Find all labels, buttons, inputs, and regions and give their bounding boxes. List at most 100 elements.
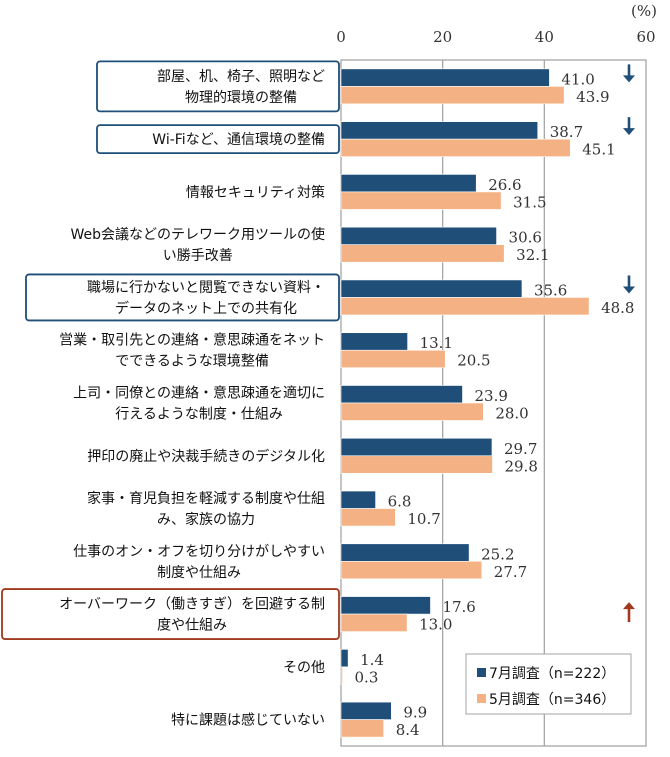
bar-july (340, 332, 408, 351)
value-label-july: 35.6 (534, 281, 567, 299)
bar-may (340, 244, 505, 263)
value-label-may: 20.5 (457, 352, 490, 370)
bar-july (340, 701, 392, 720)
highlight-box (96, 124, 340, 155)
category-label: 部屋、机、椅子、照明など (157, 69, 325, 85)
value-label-may: 31.5 (513, 193, 546, 211)
bar-may (340, 719, 385, 738)
bar-may (340, 138, 571, 157)
bar-may (340, 508, 396, 527)
arrow-head (623, 75, 635, 83)
value-label-july: 1.4 (360, 651, 384, 669)
legend-label: 5月調査（n=346） (489, 692, 615, 708)
value-label-july: 26.6 (488, 176, 521, 194)
value-label-may: 10.7 (407, 510, 440, 528)
arrow-up-icon (623, 602, 635, 623)
value-labels: 41.0 38.7 26.6 30.6 35.6 13.1 23.9 29.7 6.8 25.2 1… (355, 70, 635, 739)
arrow-head (623, 128, 635, 136)
highlight-box (1, 588, 340, 640)
bars (340, 68, 590, 738)
x-tick-label: 20 (433, 28, 452, 46)
bar-may (340, 666, 343, 685)
category-label: Web会議などのテレワーク用ツールの使 (70, 226, 325, 243)
category-label: 押印の廃止や決裁手続きのデジタル化 (87, 448, 325, 465)
bar-july (340, 385, 463, 404)
category-label: 特に課題は感じていない (171, 712, 325, 729)
category-label: 職場に行かないと閲覧できない資料・ (87, 279, 325, 296)
category-label: 行えるような制度・仕組み (115, 407, 283, 423)
category-label: オーバーワーク（働きすぎ）を回避する制 (59, 597, 325, 613)
arrow-down-icon (623, 117, 635, 136)
value-label-july: 23.9 (474, 387, 507, 405)
arrow-head (623, 602, 635, 610)
bar-july (340, 649, 349, 668)
value-label-may: 0.3 (355, 668, 379, 686)
legend-label: 7月調査（n=222） (489, 666, 615, 682)
bar-may (340, 402, 484, 421)
value-label-july: 30.6 (509, 229, 542, 247)
bar-july (340, 174, 477, 193)
bar-may (340, 349, 446, 369)
x-tick-label: 40 (535, 28, 554, 46)
value-label-may: 43.9 (576, 88, 609, 106)
category-label: み、家族の協力 (157, 511, 255, 528)
bar-july (340, 68, 550, 87)
value-label-may: 13.0 (419, 616, 452, 634)
value-label-july: 17.6 (442, 598, 475, 616)
legend-swatch (477, 694, 486, 703)
legend-swatch (477, 668, 486, 677)
value-label-may: 45.1 (582, 141, 615, 159)
value-label-may: 29.8 (504, 457, 537, 475)
value-label-may: 8.4 (396, 721, 420, 739)
bar-may (340, 191, 502, 210)
bar-july (340, 596, 431, 615)
value-label-may: 27.7 (494, 563, 527, 581)
category-label: 仕事のオン・オフを切り分けがしやすい (73, 544, 325, 560)
value-label-may: 48.8 (601, 299, 634, 317)
x-tick-label: 0 (336, 28, 346, 46)
category-label: Wi-Fiなど、通信環境の整備 (152, 132, 325, 148)
category-label: 制度や仕組み (157, 565, 241, 581)
bar-may (340, 86, 565, 105)
category-label: データのネット上での共有化 (115, 300, 297, 317)
category-label: 度や仕組み (157, 618, 227, 634)
bar-may (340, 455, 493, 474)
category-label: でできるような環境整備 (115, 354, 269, 370)
highlight-box (96, 60, 340, 113)
bar-may (340, 297, 590, 316)
value-label-july: 38.7 (550, 123, 583, 141)
value-label-july: 41.0 (561, 70, 594, 88)
arrow-head (623, 286, 635, 294)
highlight-box (25, 273, 340, 322)
value-label-july: 25.2 (481, 545, 514, 563)
category-label: 上司・同僚との連絡・意思疎通を適切に (73, 385, 325, 402)
bar-july (340, 226, 497, 245)
value-label-july: 6.8 (388, 493, 412, 511)
trend-arrows (623, 64, 635, 623)
bar-july (340, 279, 523, 298)
bar-july (340, 543, 470, 562)
value-label-july: 13.1 (420, 334, 453, 352)
bar-may (340, 613, 408, 632)
x-axis-ticks: 0 20 40 60 (336, 28, 655, 46)
arrow-down-icon (623, 275, 635, 294)
bar-july (340, 490, 376, 509)
value-label-may: 32.1 (516, 246, 549, 264)
category-label: 情報セキュリティ対策 (186, 184, 325, 201)
value-label-july: 9.9 (403, 704, 427, 722)
category-label: 物理的環境の整備 (185, 90, 297, 106)
category-label: その他 (283, 660, 325, 676)
bar-may (340, 561, 483, 580)
arrow-down-icon (623, 64, 635, 83)
category-label: 家事・育児負担を軽減する制度や仕組 (87, 490, 325, 507)
value-label-may: 28.0 (495, 405, 528, 423)
bar-july (340, 121, 539, 140)
x-tick-label: 60 (636, 28, 655, 46)
value-label-july: 29.7 (504, 440, 537, 458)
highlight-boxes (1, 60, 340, 640)
legend-box (465, 653, 632, 715)
legend: 7月調査（n=222） 5月調査（n=346） (465, 653, 632, 715)
unit-label: (%) (631, 2, 657, 20)
